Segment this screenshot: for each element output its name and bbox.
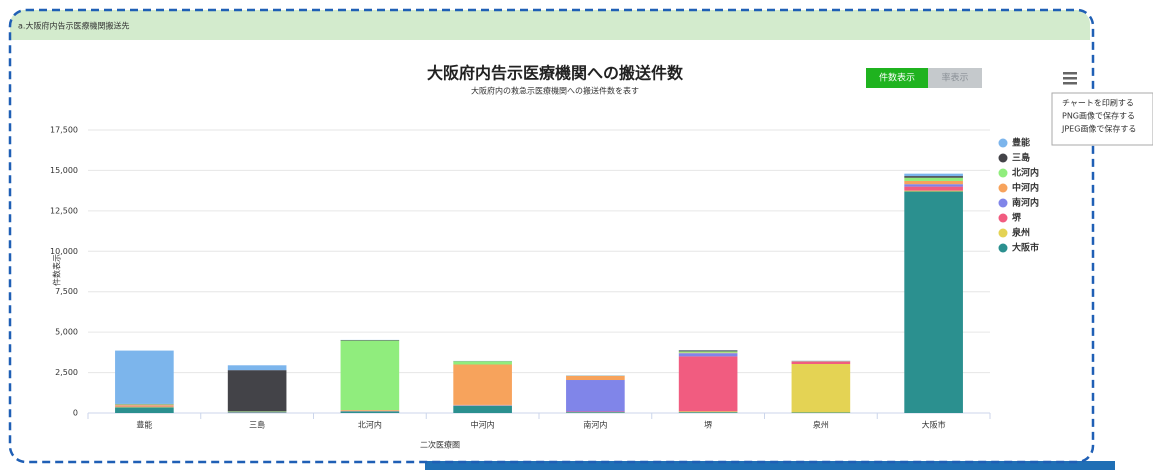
x-tick-label: 大阪市 [922, 420, 946, 430]
panel-header [10, 10, 1090, 40]
bar-segment [453, 405, 512, 413]
bar-segment [904, 190, 963, 192]
bar-segment [904, 177, 963, 181]
legend-label: 中河内 [1012, 182, 1039, 194]
x-tick-label: 南河内 [583, 420, 607, 430]
legend-label: 大阪市 [1012, 242, 1039, 254]
context-menu [1051, 92, 1153, 146]
panel [10, 10, 1090, 460]
menu-bar [1063, 77, 1077, 80]
count-button-label[interactable]: 件数表示 [879, 72, 915, 84]
bar-segment [678, 411, 738, 413]
x-tick-label: 豊能 [136, 420, 152, 430]
x-axis-title: 二次医療圏 [420, 440, 460, 450]
y-tick-label: 12,500 [50, 206, 78, 215]
bar-segment [678, 356, 738, 412]
bar-segment [340, 410, 400, 411]
legend-marker [998, 243, 1008, 253]
rate-button[interactable] [928, 68, 982, 88]
menu-item[interactable]: チャートを印刷する [1062, 99, 1134, 108]
bottom-panel [425, 461, 1115, 470]
legend-label: 南河内 [1012, 197, 1039, 209]
bar-segment [904, 191, 963, 413]
bar-segment [791, 361, 851, 365]
bar-segment [904, 186, 963, 191]
x-tick-label: 三島 [249, 420, 265, 430]
bar-segment [115, 407, 174, 413]
menu-bar [1063, 82, 1077, 85]
bar-segment [904, 176, 963, 178]
legend-marker [998, 228, 1008, 238]
bar-segment [904, 180, 963, 185]
bar-segment [227, 370, 287, 412]
y-tick-label: 7,500 [55, 287, 78, 296]
bar-segment [340, 340, 400, 411]
legend-label: 北河内 [1012, 167, 1039, 179]
legend-marker [998, 138, 1008, 148]
y-tick-label: 2,500 [55, 368, 78, 377]
bar-segment [115, 404, 174, 406]
chart-title: 大阪府内告示医療機関への搬送件数 [427, 64, 684, 83]
bar-segment [227, 365, 287, 371]
y-tick-label: 5,000 [55, 328, 78, 337]
bar-segment [678, 353, 738, 357]
bar-segment [566, 380, 625, 412]
rate-button-label[interactable]: 率表示 [941, 72, 968, 84]
menu-item[interactable]: PNG画像で保存する [1062, 111, 1135, 121]
bar-segment [453, 364, 512, 405]
legend-marker [998, 213, 1008, 223]
y-tick-label: 10,000 [50, 247, 78, 256]
bar-segment [453, 361, 512, 365]
y-tick-label: 17,500 [50, 126, 78, 135]
selection-border [8, 8, 1095, 464]
bar-segment [904, 184, 963, 187]
count-button[interactable] [866, 68, 928, 88]
bar-segment [678, 350, 738, 352]
bar-segment [791, 364, 851, 413]
legend-label: 堺 [1012, 212, 1022, 224]
panel-title: a.大阪府内告示医療機関搬送先 [18, 21, 129, 31]
legend-marker [998, 183, 1008, 193]
x-tick-label: 泉州 [813, 420, 829, 430]
bar-segment [678, 351, 738, 353]
x-tick-label: 中河内 [471, 420, 495, 430]
legend-marker [998, 153, 1008, 163]
legend-label: 三島 [1012, 152, 1030, 164]
x-tick-label: 堺 [704, 420, 712, 430]
bar-segment [340, 411, 400, 413]
bar-segment [115, 350, 174, 404]
bar-segment [566, 412, 625, 413]
legend-label: 豊能 [1012, 137, 1030, 149]
legend-marker [998, 198, 1008, 208]
menu-bar [1063, 72, 1077, 75]
x-tick-label: 北河内 [358, 420, 382, 430]
menu-item[interactable]: JPEG画像で保存する [1061, 124, 1136, 134]
menu-icon[interactable] [1063, 72, 1077, 85]
y-tick-label: 0 [73, 409, 78, 418]
bar-segment [115, 406, 174, 408]
chart-subtitle: 大阪府内の救急示医療機関への搬送件数を表す [471, 86, 639, 96]
legend-marker [998, 168, 1008, 178]
bar-segment [678, 412, 738, 413]
y-axis-title: 件数表示 [52, 254, 62, 286]
bar-segment [566, 375, 625, 381]
legend-label: 泉州 [1011, 227, 1030, 239]
bar-segment [904, 173, 963, 177]
y-tick-label: 15,000 [50, 166, 78, 175]
